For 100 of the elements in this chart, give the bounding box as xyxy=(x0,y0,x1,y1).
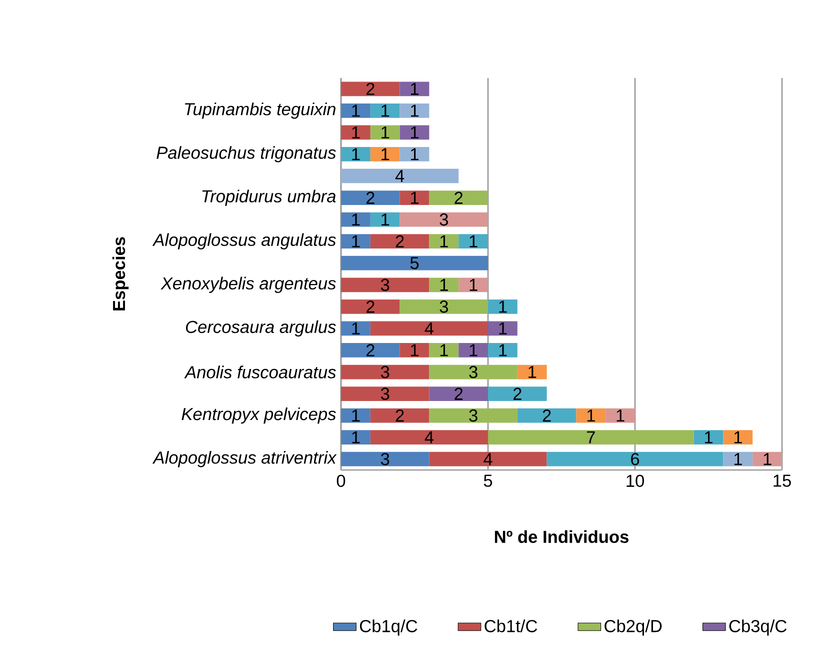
data-label: 2 xyxy=(542,410,551,422)
data-label: 4 xyxy=(484,453,492,466)
bar xyxy=(370,234,430,249)
bar xyxy=(752,452,782,466)
bar xyxy=(341,299,400,314)
bar xyxy=(370,125,400,140)
bar xyxy=(576,408,606,423)
legend-label: Cb3q/C xyxy=(729,620,787,636)
data-label: 3 xyxy=(380,452,390,466)
bar xyxy=(400,103,430,118)
bar xyxy=(723,430,753,445)
data-label: 4 xyxy=(395,170,404,182)
y-tick-label: Xenoxybelis argenteus xyxy=(160,276,336,293)
data-label: 1 xyxy=(352,148,360,160)
data-label: 1 xyxy=(734,453,742,466)
data-label: 1 xyxy=(352,104,360,117)
bar xyxy=(341,168,459,184)
data-label: 4 xyxy=(424,322,434,334)
data-label: 3 xyxy=(380,278,390,292)
bar xyxy=(370,103,400,118)
data-label: 3 xyxy=(440,213,448,226)
data-label: 2 xyxy=(366,192,374,204)
data-label: 1 xyxy=(352,322,360,334)
bar xyxy=(429,343,459,358)
bar xyxy=(429,234,459,249)
bar xyxy=(341,343,400,358)
bar xyxy=(370,321,488,336)
legend-label: Cb1q/C xyxy=(360,620,418,636)
legend-label: Cb2q/D xyxy=(604,620,662,636)
data-label: 7 xyxy=(586,431,595,444)
bar xyxy=(400,212,488,227)
data-label: 1 xyxy=(352,214,360,226)
bar xyxy=(458,278,488,292)
bar xyxy=(488,343,518,358)
data-label: 1 xyxy=(470,278,478,291)
data-label: 2 xyxy=(366,344,374,356)
bar xyxy=(400,190,430,205)
data-label: 1 xyxy=(411,104,418,117)
y-tick-label: Paleosuchus trigonatus xyxy=(156,146,336,162)
y-axis-title: Especies xyxy=(112,237,129,310)
data-label: 3 xyxy=(380,388,390,400)
bar xyxy=(341,256,488,270)
data-label: 2 xyxy=(454,192,463,204)
data-label: 1 xyxy=(499,300,507,313)
bar xyxy=(458,343,488,358)
data-label: 3 xyxy=(469,409,478,422)
data-label: 1 xyxy=(352,126,360,138)
bar xyxy=(341,103,370,118)
data-label: 1 xyxy=(705,431,712,444)
data-label: 1 xyxy=(470,235,478,248)
data-label: 2 xyxy=(396,235,404,248)
data-label: 3 xyxy=(469,366,478,378)
data-label: 1 xyxy=(440,278,448,291)
bar xyxy=(517,364,547,380)
bar xyxy=(341,234,370,249)
data-label: 6 xyxy=(631,452,640,466)
x-tick-label: 10 xyxy=(626,474,644,487)
data-label: 1 xyxy=(616,410,624,422)
data-label: 1 xyxy=(528,366,536,378)
bar xyxy=(341,364,430,380)
bar xyxy=(370,408,430,423)
bar xyxy=(429,408,518,423)
bar xyxy=(429,452,547,466)
data-label: 1 xyxy=(499,344,507,356)
bar xyxy=(606,408,636,423)
bar xyxy=(429,190,488,205)
data-label: 1 xyxy=(382,214,390,226)
bar xyxy=(400,299,488,314)
data-label: 1 xyxy=(470,344,478,356)
bar xyxy=(341,386,430,401)
data-label: 4 xyxy=(424,431,434,444)
data-label: 1 xyxy=(352,235,360,248)
bar xyxy=(370,430,488,445)
bar xyxy=(370,212,400,227)
data-label: 2 xyxy=(396,410,404,422)
bar xyxy=(429,364,518,380)
data-label: 1 xyxy=(382,104,390,117)
bar xyxy=(546,452,724,466)
data-label: 3 xyxy=(440,300,448,313)
x-axis-title: Nº de Individuos xyxy=(494,530,628,544)
bar xyxy=(429,386,488,401)
bar xyxy=(517,408,576,423)
data-label: 1 xyxy=(382,148,390,160)
bar xyxy=(694,430,724,445)
data-label: 1 xyxy=(352,410,360,422)
data-label: 2 xyxy=(513,388,522,400)
data-label: 1 xyxy=(764,453,772,466)
bar xyxy=(341,430,370,445)
y-tick-label: Tupinambis teguixin xyxy=(184,102,336,119)
bar xyxy=(400,82,430,96)
bar xyxy=(341,147,370,162)
bar xyxy=(341,82,400,96)
data-label: 1 xyxy=(411,82,418,95)
bar xyxy=(458,234,488,249)
data-label: 2 xyxy=(366,82,374,95)
bar xyxy=(488,430,694,445)
bar xyxy=(488,386,547,401)
y-tick-label: Alopoglossus atriventrix xyxy=(152,451,337,468)
data-label: 1 xyxy=(440,235,448,248)
legend-label: Cb1t/C xyxy=(484,620,538,632)
